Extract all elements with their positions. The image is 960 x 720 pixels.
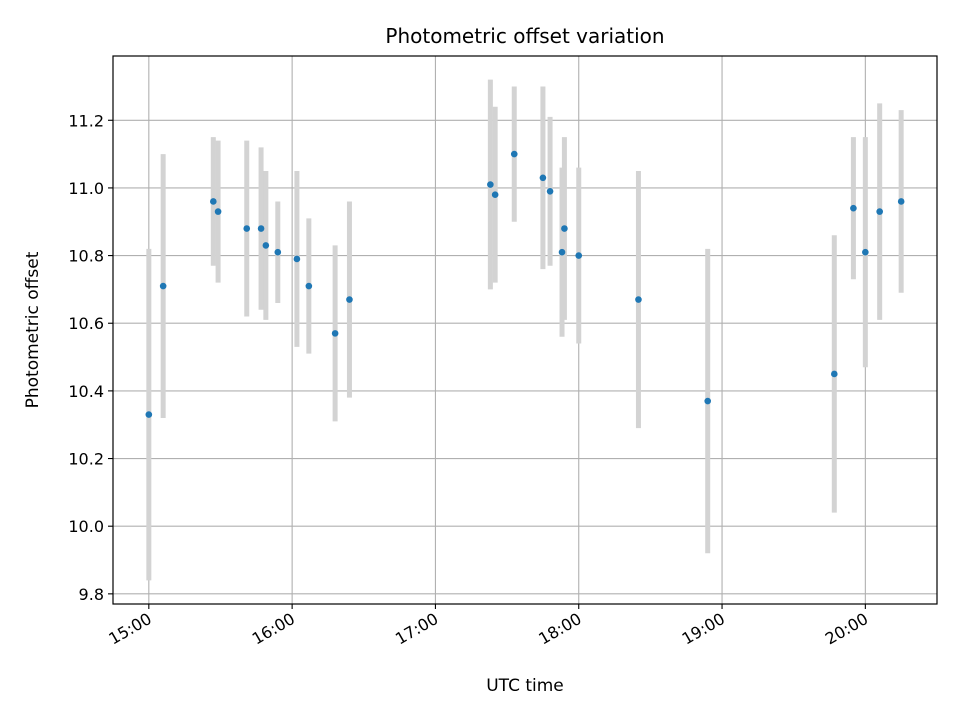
y-tick-label: 10.0 — [68, 517, 104, 536]
data-point — [510, 150, 518, 158]
data-point — [862, 248, 869, 256]
y-tick-label: 9.8 — [79, 585, 104, 604]
data-point — [331, 330, 339, 337]
data-point — [539, 174, 547, 182]
data-point — [487, 181, 494, 188]
x-axis-title: UTC time — [486, 676, 564, 696]
data-point — [293, 255, 301, 263]
data-point — [243, 225, 251, 232]
data-point — [214, 208, 222, 215]
data-point — [897, 198, 905, 205]
data-point — [850, 204, 857, 212]
data-point — [305, 282, 313, 290]
data-point — [876, 208, 883, 215]
y-axis-title: Photometric offset — [23, 251, 43, 408]
data-point — [262, 242, 270, 249]
data-point — [704, 397, 712, 405]
data-point — [210, 198, 217, 205]
data-point — [830, 370, 838, 378]
data-point — [145, 411, 153, 418]
data-point — [274, 248, 282, 256]
grid — [113, 56, 937, 604]
data-point — [491, 191, 499, 198]
data-points — [145, 150, 905, 418]
y-tick-label: 10.6 — [68, 314, 104, 333]
plot-area — [113, 56, 937, 604]
y-tick-label: 10.2 — [68, 450, 104, 469]
y-axis-ticks: 9.8 10.0 10.2 10.4 10.6 10.8 11.0 11.2 — [68, 111, 113, 604]
data-point — [575, 252, 583, 259]
chart-title: Photometric offset variation — [385, 24, 664, 48]
y-tick-label: 11.2 — [68, 111, 104, 130]
data-point — [257, 225, 265, 232]
data-point — [159, 282, 167, 290]
data-point — [558, 248, 566, 256]
y-tick-label: 11.0 — [68, 179, 104, 198]
data-point — [561, 225, 568, 232]
plot-frame — [112, 55, 938, 605]
data-point — [546, 188, 554, 195]
y-tick-label: 10.8 — [68, 247, 104, 266]
data-point — [635, 296, 642, 303]
data-point — [346, 296, 353, 303]
y-tick-label: 10.4 — [68, 382, 104, 401]
